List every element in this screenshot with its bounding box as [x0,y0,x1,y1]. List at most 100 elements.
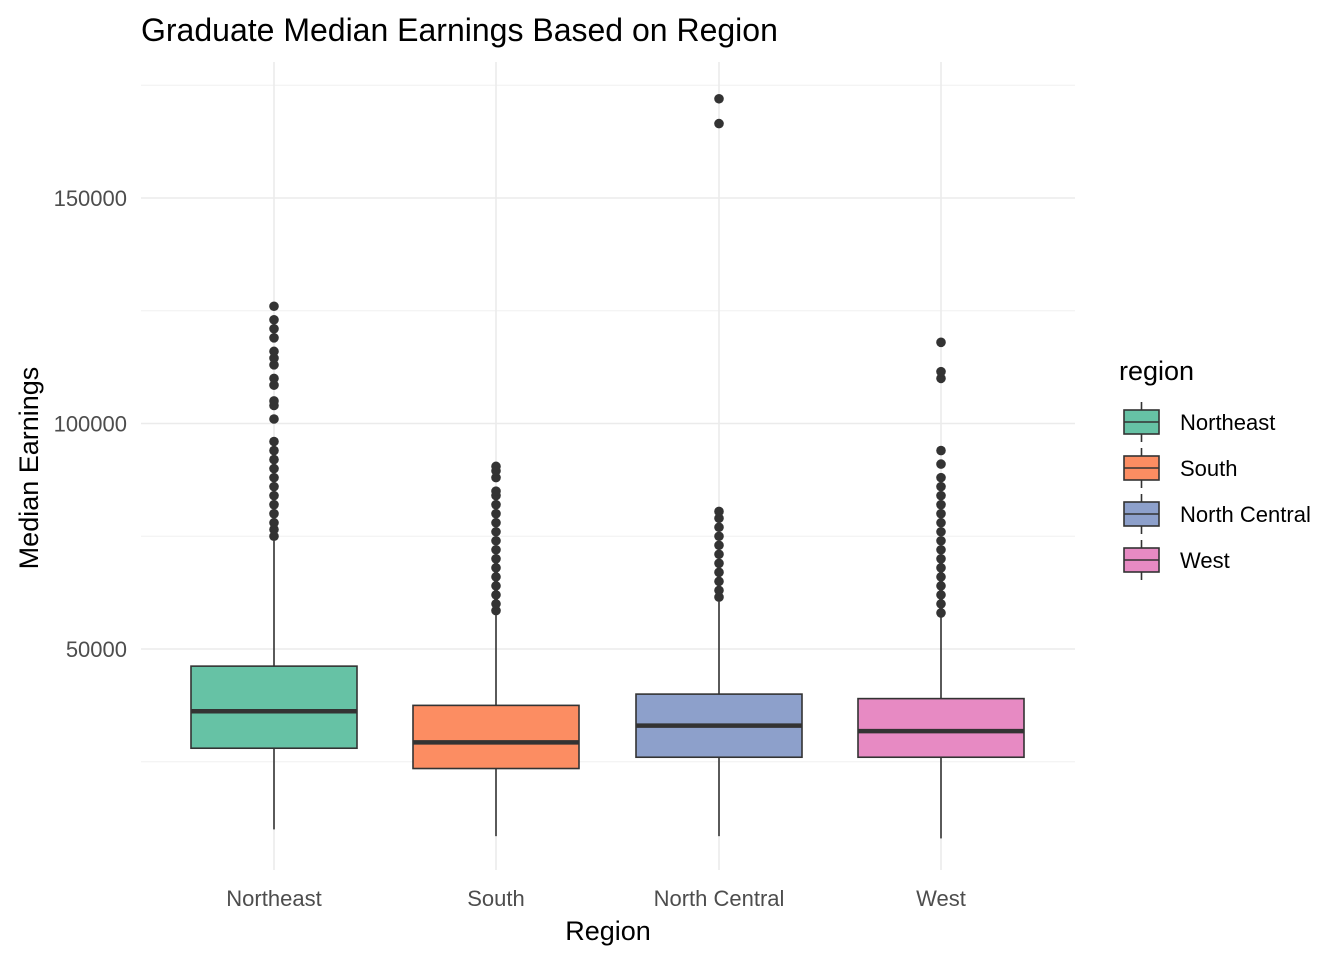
outlier-point [936,472,946,483]
outlier-point [491,535,501,546]
outlier-point [269,490,279,501]
legend-item-south: South [1123,448,1238,488]
outlier-point [491,508,501,519]
outlier-point [269,517,279,528]
legend-item-north-central: North Central [1123,494,1311,534]
y-tick-label: 50000 [66,637,127,662]
outlier-point [269,463,279,474]
outlier-point [269,414,279,424]
outlier-point [269,481,279,492]
outlier-point [714,506,724,517]
outlier-point [714,592,724,602]
outlier-point [936,535,946,546]
outlier-point [936,590,946,600]
outlier-point [269,373,279,384]
outlier-point [936,508,946,519]
box-south [412,461,580,837]
outlier-point [714,558,724,569]
outlier-point [491,499,501,510]
outlier-point [491,605,501,616]
y-tick-label: 100000 [54,412,127,437]
outlier-point [269,472,279,483]
outlier-point [491,472,501,483]
legend: region Northeast South North Central West [1119,356,1311,580]
outlier-point [936,445,946,456]
x-tick-label: South [467,886,525,911]
outlier-point [269,508,279,519]
outlier-point [714,93,724,104]
outlier-point [936,526,946,537]
outlier-point [714,118,724,129]
outlier-point [269,314,279,325]
outlier-point [714,585,724,596]
box-north-central [635,93,803,837]
outlier-point [936,517,946,528]
outlier-point [936,499,946,510]
legend-label: North Central [1180,502,1311,527]
outlier-point [936,366,946,377]
outlier-point [714,540,724,551]
outlier-point [936,554,946,564]
legend-item-northeast: Northeast [1123,402,1275,442]
outlier-point [269,531,279,542]
outlier-point [491,554,501,564]
legend-label: South [1180,456,1238,481]
iqr-box [412,704,580,770]
outlier-point [936,490,946,501]
outlier-point [269,323,279,334]
outlier-point [714,549,724,560]
outlier-point [269,396,279,406]
y-axis-title: Median Earnings [14,367,44,570]
outlier-point [491,526,501,537]
box-west [857,337,1025,839]
outlier-point [936,373,946,384]
outlier-point [269,360,279,370]
x-tick-label: Northeast [226,886,321,911]
outlier-point [714,576,724,587]
outlier-point [269,499,279,510]
outlier-point [269,353,279,363]
outlier-point [491,581,501,591]
outlier-point [269,333,279,343]
outlier-point [936,608,946,618]
outlier-point [936,581,946,591]
outlier-point [714,531,724,542]
iqr-box [190,665,358,750]
x-tick-label: West [916,886,966,911]
outlier-point [936,544,946,555]
x-axis-title: Region [565,916,651,946]
x-tick-label: North Central [654,886,785,911]
outlier-point [714,513,724,524]
legend-item-west: West [1123,540,1230,580]
y-axis-ticks: 50000 100000 150000 [54,186,127,662]
outlier-point [936,563,946,573]
outlier-point [936,459,946,469]
outlier-point [269,454,279,465]
outlier-point [491,461,501,472]
outlier-point [714,522,724,533]
iqr-box [857,697,1025,759]
outlier-point [936,599,946,609]
legend-label: West [1180,548,1230,573]
outlier-point [491,486,501,496]
y-tick-label: 150000 [54,186,127,211]
outlier-point [269,380,279,390]
outlier-point [936,337,946,348]
outlier-point [269,445,279,456]
outlier-point [491,572,501,582]
box-northeast [190,301,358,830]
outlier-point [269,524,279,535]
outlier-point [269,436,279,447]
outlier-point [714,567,724,578]
legend-label: Northeast [1180,410,1275,435]
legend-title: region [1119,356,1194,386]
outlier-point [936,572,946,582]
outlier-point [491,599,501,609]
outlier-point [491,563,501,573]
x-axis-ticks: Northeast South North Central West [226,886,966,911]
outlier-point [491,517,501,528]
outlier-point [491,590,501,600]
outlier-point [269,301,279,312]
outlier-point [936,481,946,492]
